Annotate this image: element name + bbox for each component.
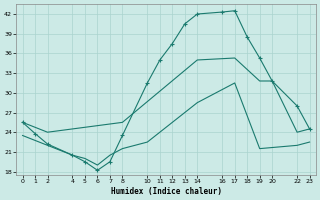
X-axis label: Humidex (Indice chaleur): Humidex (Indice chaleur) (111, 187, 221, 196)
